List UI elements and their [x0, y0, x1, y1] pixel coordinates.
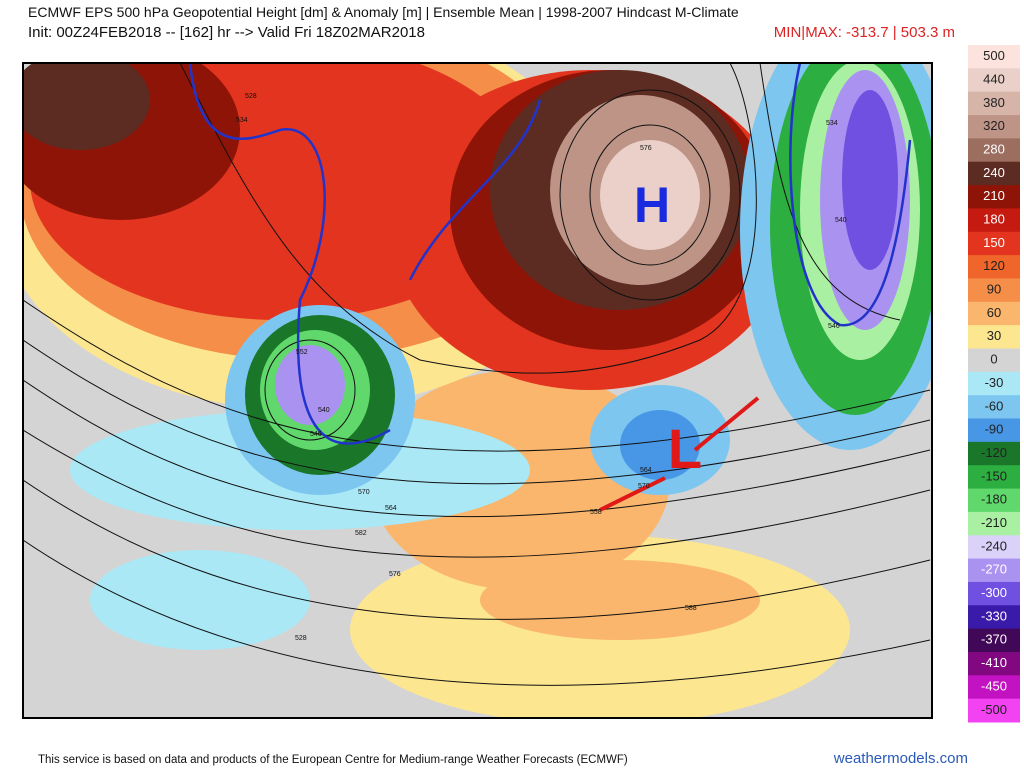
high-label: H	[634, 177, 670, 233]
colorbar-swatch	[968, 325, 1020, 349]
colorbar-swatch	[968, 651, 1020, 676]
colorbar-label: 210	[983, 188, 1005, 203]
colorbar-swatch	[968, 278, 1020, 303]
colorbar-swatch	[968, 628, 1020, 653]
colorbar-label: 320	[983, 118, 1005, 133]
colorbar: 500 440 380 320 280 240 210 180 150 120 90 60 30 0 -30…	[968, 45, 1020, 723]
colorbar-swatch	[968, 511, 1020, 536]
title: ECMWF EPS 500 hPa Geopotential Height [d…	[28, 4, 739, 20]
init-time: Init: 00Z24FEB2018 -- [162] hr --> Valid…	[28, 24, 425, 41]
credit: This service is based on data and produc…	[38, 754, 628, 766]
colorbar-label: 60	[987, 305, 1001, 320]
contour-label: 528	[245, 93, 257, 100]
colorbar-swatch	[968, 418, 1020, 443]
colorbar-swatch	[968, 255, 1020, 279]
colorbar-swatch	[968, 558, 1020, 583]
contour-label: 546	[310, 431, 322, 438]
contour-label: 534	[826, 120, 838, 127]
colorbar-swatch	[968, 698, 1020, 723]
contour-label: 528	[295, 635, 307, 642]
colorbar-label: -330	[981, 608, 1007, 623]
site-link[interactable]: weathermodels.com	[833, 750, 968, 767]
colorbar-label: 90	[987, 282, 1001, 297]
contour-label: 534	[236, 117, 248, 124]
contour-label: 570	[358, 489, 370, 496]
colorbar-label: -500	[981, 702, 1007, 717]
colorbar-swatch	[968, 395, 1020, 420]
colorbar-label: -270	[981, 562, 1007, 577]
colorbar-swatch	[968, 68, 1020, 93]
colorbar-label: 30	[987, 328, 1001, 343]
colorbar-label: -120	[981, 445, 1007, 460]
colorbar-swatch	[968, 488, 1020, 513]
colorbar-swatch	[968, 91, 1020, 116]
colorbar-swatch	[968, 301, 1020, 326]
colorbar-label: -150	[981, 468, 1007, 483]
colorbar-swatch	[968, 675, 1020, 700]
contour-label: 588	[685, 605, 697, 612]
colorbar-label: -60	[985, 398, 1004, 413]
colorbar-label: 150	[983, 235, 1005, 250]
colorbar-swatch	[968, 138, 1020, 163]
colorbar-swatch	[968, 185, 1020, 209]
colorbar-label: 0	[990, 352, 997, 367]
contour-label: 564	[640, 467, 652, 474]
colorbar-swatch	[968, 605, 1020, 630]
contour-label: 558	[590, 509, 602, 516]
contour-label: 546	[828, 323, 840, 330]
colorbar-swatch	[968, 348, 1020, 373]
colorbar-swatch	[968, 161, 1020, 186]
colorbar-label: -180	[981, 492, 1007, 507]
colorbar-label: -90	[985, 422, 1004, 437]
colorbar-label: -300	[981, 585, 1007, 600]
colorbar-swatch	[968, 231, 1020, 256]
contour-label: 576	[640, 145, 652, 152]
colorbar-label: 240	[983, 165, 1005, 180]
contour-label: 540	[835, 217, 847, 224]
colorbar-label: -30	[985, 375, 1004, 390]
contour-label: 564	[385, 505, 397, 512]
colorbar-label: 120	[983, 258, 1005, 273]
colorbar-swatch	[968, 441, 1020, 466]
colorbar-swatch	[968, 581, 1020, 606]
contour-label: 540	[318, 407, 330, 414]
colorbar-label: 440	[983, 71, 1005, 86]
colorbar-swatch	[968, 115, 1020, 139]
contour-label: 570	[638, 483, 650, 490]
colorbar-label: -370	[981, 632, 1007, 647]
map: H L 528534540546552558564570576582588528…	[23, 63, 932, 718]
contour-label: 582	[355, 530, 367, 537]
colorbar-swatch	[968, 208, 1020, 233]
colorbar-swatch	[968, 535, 1020, 560]
colorbar-swatch	[968, 45, 1020, 69]
colorbar-label: -210	[981, 515, 1007, 530]
contour-label: 552	[296, 349, 308, 356]
colorbar-label: -240	[981, 538, 1007, 553]
min-max: MIN|MAX: -313.7 | 503.3 m	[774, 24, 955, 41]
colorbar-swatch	[968, 371, 1020, 396]
colorbar-label: 280	[983, 141, 1005, 156]
contour-label: 576	[389, 571, 401, 578]
contour-labels: 528 534 540 546 552 558 564 570 576 582 588 528 534 5…	[236, 93, 847, 642]
colorbar-label: 180	[983, 212, 1005, 227]
colorbar-swatch	[968, 465, 1020, 490]
colorbar-label: 500	[983, 48, 1005, 63]
colorbar-label: 380	[983, 95, 1005, 110]
colorbar-label: -410	[981, 655, 1007, 670]
colorbar-label: -450	[981, 678, 1007, 693]
map-frame	[22, 62, 933, 719]
